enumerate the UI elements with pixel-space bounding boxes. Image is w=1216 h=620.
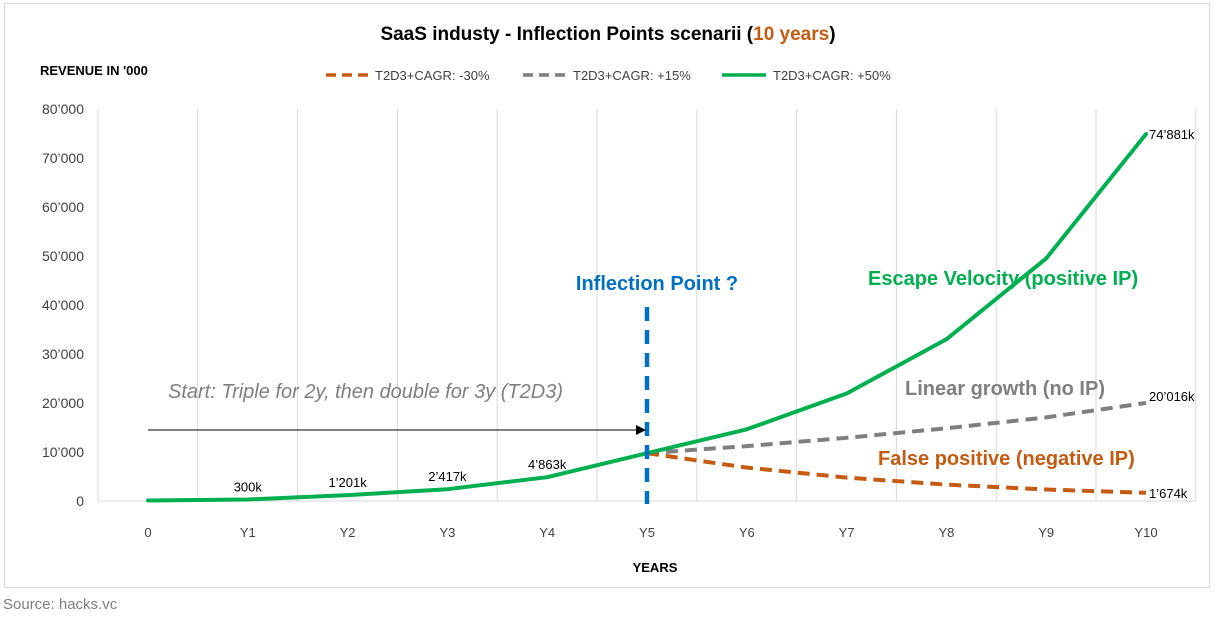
legend: T2D3+CAGR: -30% T2D3+CAGR: +15% T2D3+CAG… [326,68,891,83]
series-line-negative [646,451,1147,495]
legend-item-linear: T2D3+CAGR: +15% [523,68,691,83]
data-label: 1’201k [328,475,367,490]
chart-title: SaaS industy - Inflection Points scenari… [380,24,835,45]
y-tick-label: 40’000 [42,297,84,313]
data-label-layer: 300k 1’201k 2’417k 4’863k 74’881k 20’016k 1’67… [234,127,1195,501]
series-line-linear [646,400,1147,456]
legend-item-positive: T2D3+CAGR: +50% [722,68,891,83]
inflection-marker-label: Inflection Point ? [576,273,738,295]
inflection-marker-layer: Inflection Point ? [576,273,738,504]
legend-label-negative: T2D3+CAGR: -30% [375,68,490,83]
x-tick-label: Y5 [639,525,655,540]
data-label: 300k [234,480,263,495]
legend-label-positive: T2D3+CAGR: +50% [773,68,891,83]
y-tick-label: 10’000 [42,444,84,460]
x-tick-label: Y6 [739,525,755,540]
chart-title-prefix: SaaS industy - Inflection Points scenari… [380,24,753,45]
y-tick-label: 50’000 [42,248,84,264]
x-tick-label: Y10 [1134,525,1157,540]
data-label: 74’881k [1149,127,1195,142]
y-tick-label: 60’000 [42,199,84,215]
x-tick-label: Y3 [439,525,455,540]
data-label: 4’863k [528,457,567,472]
grid-lines [97,109,1197,501]
y-tick-label: 70’000 [42,150,84,166]
legend-label-linear: T2D3+CAGR: +15% [573,68,691,83]
y-tick-label: 20’000 [42,395,84,411]
annotation-escape-velocity: Escape Velocity (positive IP) [868,268,1138,290]
y-tick-label: 30’000 [42,346,84,362]
y-tick-label: 0 [76,493,84,509]
y-tick-label: 80’000 [42,101,84,117]
annotation-false-positive: False positive (negative IP) [878,448,1135,470]
data-label: 2’417k [428,469,467,484]
legend-item-negative: T2D3+CAGR: -30% [326,68,490,83]
annotation-start: Start: Triple for 2y, then double for 3y… [168,381,563,403]
chart-title-suffix: ) [829,24,835,45]
x-tick-label: 0 [144,525,151,540]
x-tick-label: Y1 [240,525,256,540]
x-tick-label: Y7 [839,525,855,540]
x-tick-label: Y4 [539,525,555,540]
start-arrow [148,425,646,435]
source-note: Source: hacks.vc [3,596,118,613]
data-label: 1’674k [1149,486,1188,501]
chart-title-highlight: 10 years [753,24,829,45]
x-tick-label: Y9 [1038,525,1054,540]
x-tick-label: Y2 [340,525,356,540]
data-label: 20’016k [1149,389,1195,404]
y-axis-title: REVENUE IN '000 [40,63,148,78]
annotation-linear-growth: Linear growth (no IP) [905,378,1105,400]
axes: 0 10’000 20’000 30’000 40’000 50’000 60’000 70’… [42,101,1196,540]
chart-frame [4,3,1210,588]
start-arrow-head [636,425,646,435]
x-axis-title: YEARS [633,560,678,575]
x-tick-label: Y8 [938,525,954,540]
